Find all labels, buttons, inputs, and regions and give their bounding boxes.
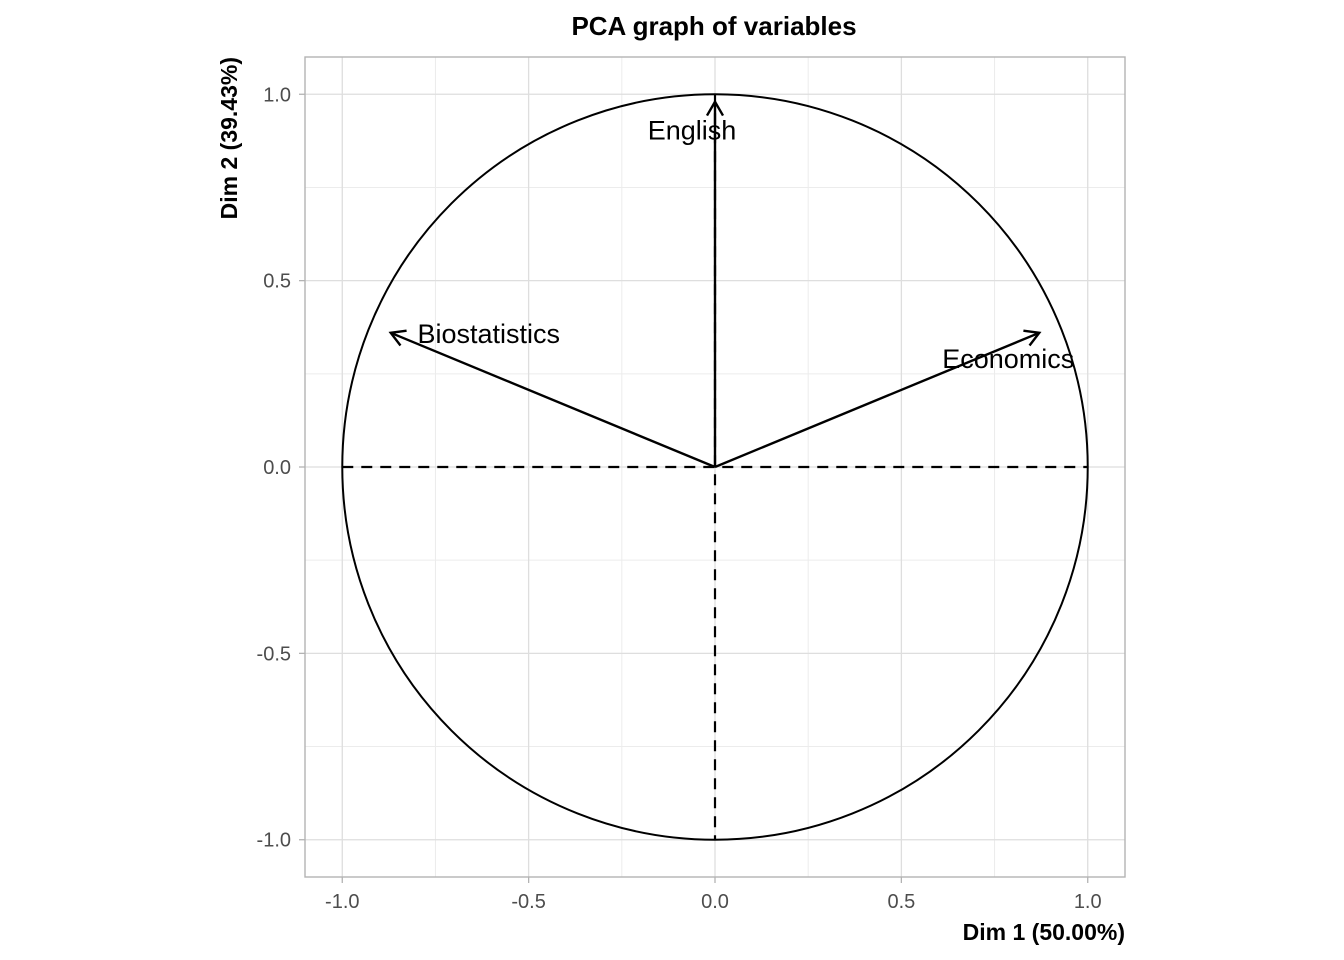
variable-label-economics: Economics xyxy=(942,344,1074,374)
y-tick-label: 0.5 xyxy=(263,271,291,293)
arrowhead-economics xyxy=(1023,329,1042,347)
variable-label-biostatistics: Biostatistics xyxy=(417,319,560,349)
arrowhead-biostatistics xyxy=(388,329,407,347)
arrow-economics xyxy=(714,331,1040,469)
chart-title: PCA graph of variables xyxy=(571,11,856,41)
x-tick-label: 0.5 xyxy=(887,891,915,913)
x-tick-label: 1.0 xyxy=(1074,891,1102,913)
x-axis-ticks: -1.0 -0.5 0.0 0.5 1.0 xyxy=(325,877,1102,913)
unit-circle xyxy=(341,93,1089,841)
arrowhead-english xyxy=(705,99,725,117)
variable-arrows xyxy=(388,99,1042,469)
x-tick-label: 0.0 xyxy=(701,891,729,913)
x-tick-label: -0.5 xyxy=(511,891,545,913)
y-axis-title: Dim 2 (39.43%) xyxy=(216,57,242,219)
y-tick-label: 0.0 xyxy=(263,457,291,479)
y-tick-label: 1.0 xyxy=(263,84,291,106)
arrow-biostatistics xyxy=(390,331,716,469)
x-axis-title: Dim 1 (50.00%) xyxy=(963,919,1125,945)
x-tick-label: -1.0 xyxy=(325,891,359,913)
y-tick-label: -0.5 xyxy=(257,643,291,665)
variable-label-english: English xyxy=(648,116,737,146)
y-tick-label: -1.0 xyxy=(257,830,291,852)
y-axis-ticks: -1.0 -0.5 0.0 0.5 1.0 xyxy=(257,84,305,852)
variable-labels: English Biostatistics Economics xyxy=(417,116,1074,374)
